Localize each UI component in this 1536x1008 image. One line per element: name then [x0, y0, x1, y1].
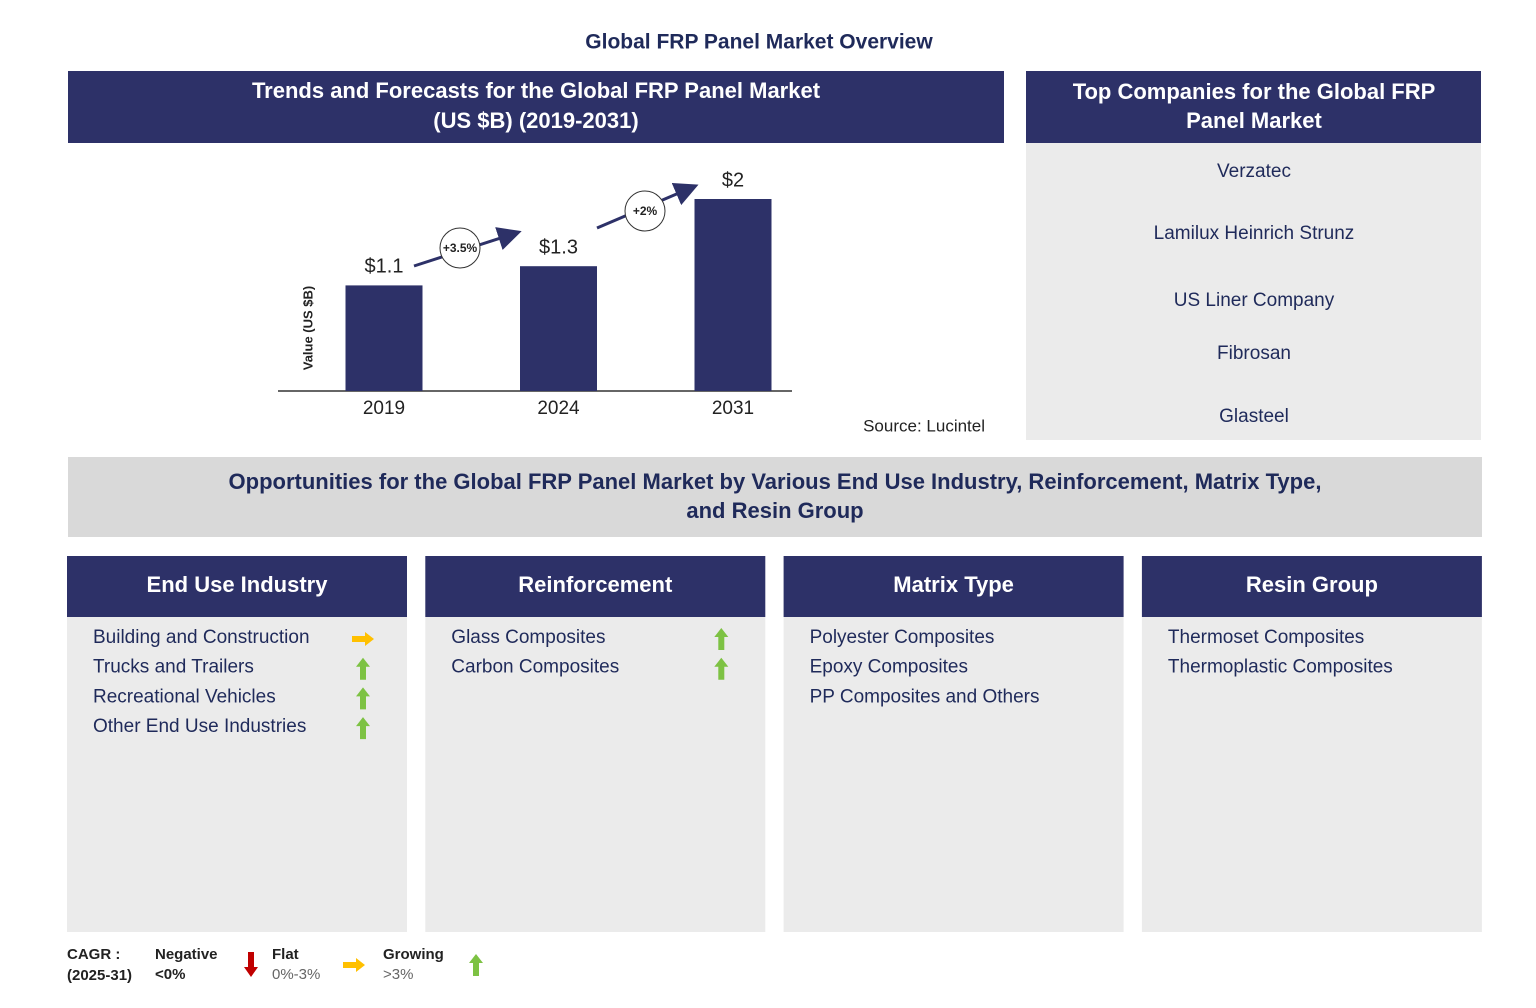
- x-tick-label: 2019: [363, 398, 405, 419]
- source: Source: Lucintel: [863, 416, 985, 435]
- legend-name: Growing: [383, 946, 444, 963]
- value-label: $2: [722, 169, 744, 191]
- segment-header: [67, 556, 407, 617]
- segment-item: Thermoplastic Composites: [1168, 657, 1393, 678]
- trend-arrow-negative: [244, 952, 258, 977]
- company: Glasteel: [1219, 406, 1289, 427]
- segment-body: [425, 617, 766, 932]
- segment-item: Polyester Composites: [810, 627, 995, 648]
- trend-arrow-growing: [356, 687, 370, 710]
- segment-title: End Use Industry: [147, 572, 329, 597]
- segment-body: [1141, 617, 1482, 932]
- company: US Liner Company: [1174, 290, 1335, 311]
- segment-header: [425, 556, 766, 617]
- legend-range: <0%: [155, 966, 185, 983]
- trend-arrow-growing: [714, 628, 729, 650]
- trend-arrow-flat: [343, 958, 365, 972]
- chart-subtitle: (US $B) (2019-2031): [433, 108, 638, 133]
- value-label: $1.1: [365, 256, 404, 278]
- segment-header: [1141, 556, 1482, 617]
- companies-body: [1026, 143, 1481, 440]
- segment-item: Trucks and Trailers: [93, 657, 254, 678]
- x-tick-label: 2024: [537, 398, 580, 419]
- bar: [694, 199, 772, 391]
- segment-item: Recreational Vehicles: [93, 686, 276, 707]
- segment-item: Building and Construction: [93, 627, 310, 648]
- segment-item: Epoxy Composites: [810, 657, 968, 678]
- growth-badge: [624, 190, 666, 232]
- companies-title: Panel Market: [1186, 108, 1322, 133]
- legend-name: Negative: [155, 946, 218, 963]
- segment-item: Carbon Composites: [451, 657, 619, 678]
- opportunities-title: Opportunities for the Global FRP Panel M…: [229, 469, 1322, 494]
- segment-header: [783, 556, 1124, 617]
- trend-arrow-growing: [714, 657, 729, 680]
- segment-body: [67, 617, 407, 932]
- bar: [520, 266, 597, 391]
- chart-title: Trends and Forecasts for the Global FRP …: [252, 78, 821, 103]
- legend-range: 0%-3%: [272, 966, 320, 983]
- segment-item: PP Composites and Others: [810, 686, 1040, 707]
- y-axis-label: Value (US $B): [300, 286, 315, 371]
- chart-header: [68, 71, 1004, 143]
- opportunities-banner: [68, 457, 1482, 537]
- trend-arrow-growing: [469, 954, 483, 976]
- page-title: Global FRP Panel Market Overview: [585, 31, 933, 54]
- trend-arrow-growing: [356, 657, 370, 680]
- segment-item: Thermoset Composites: [1168, 627, 1364, 648]
- growth-label: +2%: [633, 204, 658, 218]
- growth-label: +3.5%: [443, 241, 478, 255]
- segment-item: Other End Use Industries: [93, 716, 306, 737]
- legend-range: >3%: [383, 966, 413, 983]
- companies-header: [1026, 71, 1481, 143]
- x-tick-label: 2031: [712, 398, 754, 419]
- trend-arrow-flat: [352, 632, 374, 646]
- legend-title: CAGR :: [67, 946, 120, 963]
- segment-title: Matrix Type: [893, 572, 1014, 597]
- legend-name: Flat: [272, 946, 299, 963]
- opportunities-title: and Resin Group: [686, 498, 863, 523]
- segment-item: Glass Composites: [451, 627, 605, 648]
- company: Lamilux Heinrich Strunz: [1154, 223, 1355, 244]
- value-label: $1.3: [539, 236, 578, 258]
- trend-arrow-growing: [356, 717, 370, 740]
- companies-title: Top Companies for the Global FRP: [1073, 79, 1436, 104]
- bar: [345, 285, 423, 391]
- legend-title: (2025-31): [67, 967, 132, 984]
- growth-badge: [439, 227, 481, 269]
- company: Fibrosan: [1217, 343, 1291, 364]
- segment-body: [783, 617, 1124, 932]
- segment-title: Resin Group: [1246, 572, 1378, 597]
- segment-title: Reinforcement: [518, 572, 673, 597]
- company: Verzatec: [1217, 161, 1291, 182]
